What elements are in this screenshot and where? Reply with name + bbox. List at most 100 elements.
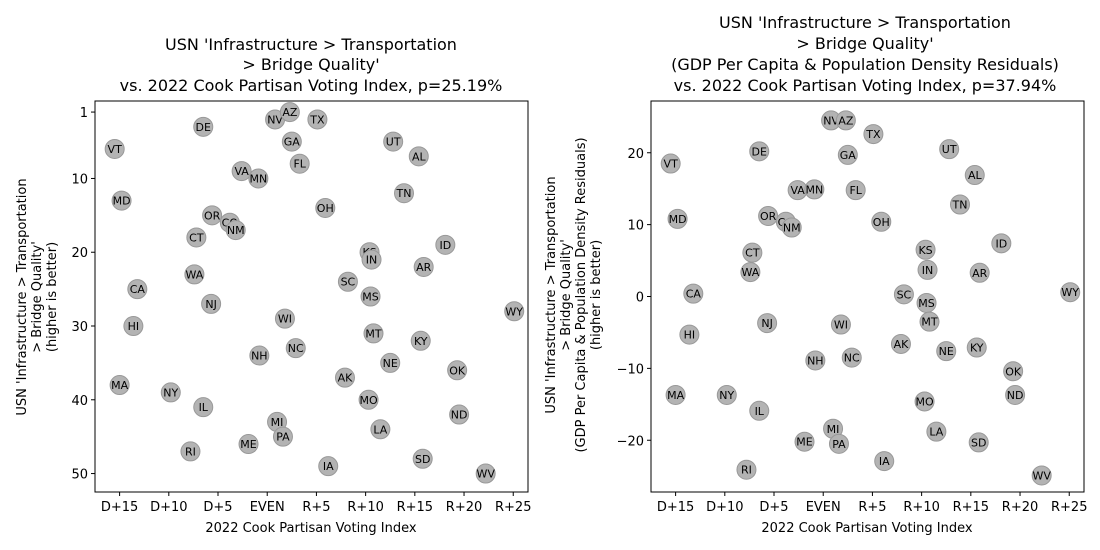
chart-right-ticks: D+15 D+10 D+5 EVEN R+5 R+10 R+15 R+20 R+25 20 10 0 −… — [617, 147, 1088, 515]
chart-left-point-mn — [248, 168, 269, 189]
chart-right-point-label-wa: WA — [741, 266, 759, 279]
chart-right-point-label-wy: WY — [1061, 286, 1079, 299]
chart-right-point-label-tn: TN — [952, 199, 968, 212]
chart-right-plot-frame — [650, 100, 1085, 493]
chart-right-point-label-me: ME — [796, 436, 812, 449]
chart-left-point-ok — [447, 360, 468, 381]
chart-left-point-ct — [186, 227, 207, 248]
chart-left-point-label-id: ID — [439, 239, 451, 252]
chart-left-point-ky — [410, 330, 431, 351]
chart-left-point-md — [111, 190, 132, 211]
chart-left-point-ca — [127, 279, 148, 300]
chart-right-x-tick-label: EVEN — [806, 500, 841, 515]
chart-left-ylabel-line-2: > Bridge Quality' — [30, 241, 45, 353]
chart-left-point-label-in: IN — [366, 254, 377, 267]
chart-right-point-label-ma: MA — [667, 389, 684, 402]
chart-right-point-ri — [736, 459, 757, 480]
chart-right-point-label-la: LA — [929, 426, 943, 439]
chart-right-point-label-az: AZ — [838, 114, 854, 127]
chart-left-point-label-vt: VT — [108, 143, 123, 156]
chart-left-y-tick-label: 40 — [71, 394, 88, 409]
chart-left-ticks: D+15 D+10 D+5 EVEN R+5 R+10 R+15 R+20 R+25 1 10 20 3… — [71, 106, 531, 515]
chart-left-point-oh — [315, 197, 336, 218]
chart-right-y-tick-label: 0 — [636, 291, 644, 306]
chart-left-point-label-md: MD — [113, 195, 131, 208]
chart-left-x-tick-label: D+5 — [203, 500, 232, 515]
chart-left-point-ny — [160, 382, 181, 403]
chart-left-y-tick-label: 50 — [71, 468, 88, 483]
chart-left-point-id — [435, 234, 456, 255]
chart-right-point-label-wi: WI — [834, 319, 848, 332]
chart-left-points: VTMDCAHIMANYDECTWAILRIORNJCONMVAMNMENHNV… — [104, 102, 525, 484]
chart-left-x-tick-label: R+10 — [347, 500, 383, 515]
chart-left-point-nd — [449, 404, 470, 425]
chart-left-point-label-oh: OH — [317, 202, 334, 215]
chart-left-point-label-az: AZ — [282, 106, 298, 119]
chart-right-point-oh — [871, 211, 892, 232]
chart-left-point-ga — [281, 131, 302, 152]
chart-left-point-label-me: ME — [240, 438, 256, 451]
chart-right-point-ia — [874, 451, 895, 472]
chart-left-ylabel: USN 'Infrastructure > Transportation > B… — [15, 178, 60, 415]
chart-left-point-va — [231, 161, 252, 182]
chart-left-point-label-de: DE — [196, 121, 211, 134]
chart-left-point-sc — [337, 271, 358, 292]
chart-right-point-md — [667, 208, 688, 229]
chart-left-point-label-il: IL — [199, 401, 209, 414]
chart-right-ylabel-line-2: > Bridge Quality' — [559, 239, 574, 351]
chart-left-title-line-1: USN 'Infrastructure > Transportation — [165, 35, 457, 54]
chart-left-point-label-ky: KY — [414, 335, 428, 348]
chart-right-point-label-vt: VT — [664, 158, 679, 171]
chart-right-title-line-4: vs. 2022 Cook Partisan Voting Index, p=3… — [674, 76, 1057, 95]
chart-right-point-label-nm: NM — [783, 222, 801, 235]
chart-left-x-tick-label: EVEN — [250, 500, 285, 515]
chart-right-point-label-ca: CA — [686, 288, 702, 301]
chart-right-point-label-mo: MO — [915, 395, 933, 408]
chart-right-point-sd — [968, 432, 989, 453]
chart-right-point-az — [835, 110, 856, 131]
chart-right-x-tick-label: R+10 — [903, 500, 939, 515]
chart-right-point-ga — [837, 144, 858, 165]
chart-right-point-ut — [939, 139, 960, 160]
chart-left-point-label-pa: PA — [276, 431, 290, 444]
chart-left-point-label-ma: MA — [111, 379, 128, 392]
chart-right: USN 'Infrastructure > Transportation > B… — [544, 13, 1087, 536]
chart-left-point-label-al: AL — [412, 150, 427, 163]
chart-right-point-label-ak: AK — [894, 338, 910, 351]
chart-right-point-label-ut: UT — [942, 143, 957, 156]
chart-left-point-ne — [380, 352, 401, 373]
chart-right-point-mn — [804, 179, 825, 200]
chart-right-point-label-md: MD — [669, 213, 687, 226]
chart-right-point-nc — [841, 347, 862, 368]
chart-right-point-label-ms: MS — [918, 297, 934, 310]
chart-right-point-label-or: OR — [760, 210, 777, 223]
chart-right-point-sc — [893, 284, 914, 305]
chart-left-point-label-ca: CA — [130, 283, 146, 296]
chart-right-point-label-in: IN — [922, 264, 933, 277]
chart-left-point-wv — [475, 463, 496, 484]
chart-right-point-vt — [660, 153, 681, 174]
chart-left-x-tick-label: D+15 — [101, 500, 138, 515]
chart-left-point-ar — [413, 256, 434, 277]
chart-right-point-wa — [740, 262, 761, 283]
chart-right-ylabel-line-3: (GDP Per Capita & Population Density Res… — [574, 137, 589, 452]
chart-right-point-label-nv: NV — [823, 114, 839, 127]
chart-left-point-label-nd: ND — [451, 409, 468, 422]
chart-left-point-label-wv: WV — [476, 468, 495, 481]
chart-left-point-label-nh: NH — [251, 350, 268, 363]
chart-right-point-label-id: ID — [995, 237, 1007, 250]
chart-right-point-or — [758, 206, 779, 226]
chart-left-point-tx — [307, 109, 328, 130]
chart-left-point-label-nc: NC — [288, 342, 304, 355]
chart-right-point-mo — [914, 391, 935, 412]
chart-right-x-tick-label: R+20 — [1002, 500, 1038, 515]
chart-right-point-label-hi: HI — [684, 329, 696, 342]
chart-right-point-label-fl: FL — [849, 184, 862, 197]
chart-right-point-label-de: DE — [752, 145, 767, 158]
chart-left-x-tick-label: D+10 — [150, 500, 187, 515]
chart-right-point-wi — [830, 314, 851, 335]
chart-left-title-line-3: vs. 2022 Cook Partisan Voting Index, p=2… — [120, 76, 503, 95]
chart-right-ylabel-line-4: (higher is better) — [589, 240, 604, 350]
chart-left-point-label-mn: MN — [249, 172, 267, 185]
